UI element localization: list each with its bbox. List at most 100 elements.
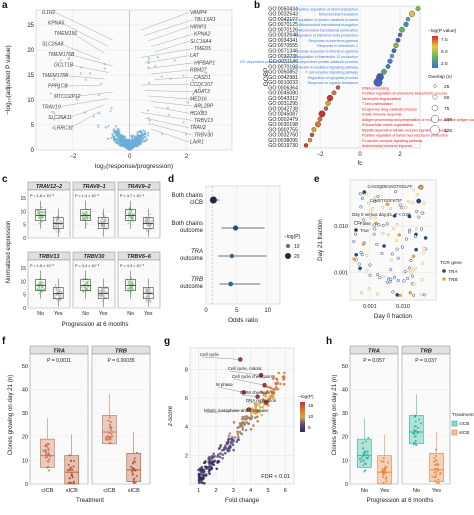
- clone-point: [358, 266, 362, 271]
- clone-point: [389, 277, 393, 281]
- pathway-point: [275, 382, 279, 386]
- highlighted-pathway: [255, 394, 260, 399]
- gene-point: [146, 134, 150, 137]
- go-id-label: GO:0032543: [268, 12, 298, 18]
- sample-point: [42, 449, 45, 452]
- pathway-point: [256, 419, 259, 423]
- go-id-label: GO:0070125: [268, 22, 298, 28]
- sample-point: [103, 225, 106, 228]
- sample-point: [54, 285, 57, 288]
- sample-point: [100, 225, 103, 228]
- facet-panel: [29, 353, 89, 485]
- sample-point: [416, 430, 419, 433]
- sample-point: [364, 469, 367, 472]
- sample-point: [54, 294, 56, 297]
- gene-point: [52, 118, 56, 121]
- clone-point: [404, 205, 408, 209]
- pathway-point: [208, 467, 211, 471]
- gene-point: [187, 101, 190, 104]
- pathway-leader: [205, 409, 249, 414]
- odds-ratio-point: [209, 196, 217, 204]
- legend-tick: 2.5: [441, 61, 448, 67]
- gene-point: [53, 78, 56, 81]
- x-axis-title: Treatment: [76, 497, 104, 504]
- sample-point: [47, 447, 50, 450]
- gene-point: [53, 112, 56, 115]
- sample-point: [83, 218, 86, 220]
- sample-point: [149, 301, 152, 303]
- clone-point: [389, 258, 393, 262]
- sample-point: [105, 436, 108, 439]
- go-term-label: rRNA processing: [362, 86, 389, 90]
- sample-point: [135, 451, 138, 454]
- clone-point: [382, 244, 386, 248]
- sample-point: [82, 280, 84, 283]
- clone-point: [415, 192, 419, 197]
- go-id-label: GO:0006364: [268, 85, 298, 91]
- sample-point: [49, 455, 52, 458]
- x-tick-label: 0: [204, 308, 208, 314]
- x-axis-title: Fold change: [225, 497, 260, 504]
- panel-b: b −2 0 2 GO:0050434 Positive regulation of v…: [240, 0, 474, 172]
- sample-point: [433, 467, 436, 470]
- sample-point: [103, 215, 106, 217]
- clone-point: [420, 211, 424, 215]
- sample-point: [438, 473, 441, 476]
- gene-point: [182, 74, 185, 77]
- y-tick-label: 6: [185, 396, 188, 402]
- pathway-point: [228, 432, 232, 435]
- sample-point: [45, 451, 48, 454]
- sample-point: [129, 216, 132, 219]
- sample-point: [382, 457, 385, 460]
- sample-point: [151, 219, 154, 221]
- gene-point: [127, 146, 130, 149]
- pathway-point: [258, 405, 262, 409]
- pathway-point: [200, 465, 204, 469]
- go-point: [317, 116, 323, 122]
- gene-leader: [151, 101, 194, 107]
- sample-point: [55, 287, 58, 290]
- go-id-label: GO:0019730: [268, 143, 298, 149]
- gene-leader: [154, 77, 194, 80]
- pathway-label: Cell cycle: [200, 352, 219, 357]
- pathway-point: [247, 422, 251, 425]
- legend-key: [285, 253, 291, 259]
- x-tick-label: 5: [266, 488, 269, 494]
- sample-point: [82, 277, 85, 280]
- sample-point: [59, 220, 62, 222]
- pathway-point: [204, 474, 208, 477]
- pathway-point: [241, 428, 245, 431]
- gene-point: [133, 136, 136, 139]
- sample-point: [58, 290, 60, 293]
- clone-point: [395, 223, 399, 227]
- go-point: [387, 58, 393, 64]
- gene-point: [111, 132, 114, 136]
- sample-point: [384, 477, 387, 480]
- pathway-point: [200, 468, 204, 471]
- sample-point: [418, 418, 421, 421]
- gene-point: [147, 66, 150, 69]
- gene-point: [64, 72, 67, 75]
- clone-point: [365, 269, 369, 273]
- pathway-point: [197, 481, 201, 484]
- y-tick-label: 40: [22, 387, 28, 393]
- clone-point: [372, 232, 376, 236]
- pathway-point: [250, 413, 253, 417]
- clone-point: [373, 199, 377, 203]
- clone-point: [417, 215, 421, 219]
- sample-point: [101, 290, 104, 293]
- p-value-label: P = 1.6 × 10⁻⁶: [30, 194, 55, 198]
- go-term-label: MyD88-dependent toll-like receptor signa…: [362, 128, 448, 132]
- x-tick-label: 2: [214, 488, 217, 494]
- gene-leader: [141, 48, 194, 58]
- x-axis-title: Odds ratio: [228, 317, 258, 324]
- gene-point: [115, 132, 118, 135]
- sample-point: [105, 438, 108, 441]
- sample-point: [387, 461, 390, 464]
- pathway-point: [256, 403, 260, 407]
- sample-point: [150, 224, 153, 226]
- gene-label: VAMP4: [190, 10, 207, 16]
- x-axis-title: log₂(response/progression): [95, 163, 173, 170]
- sample-point: [435, 463, 438, 466]
- gene-point: [139, 130, 142, 134]
